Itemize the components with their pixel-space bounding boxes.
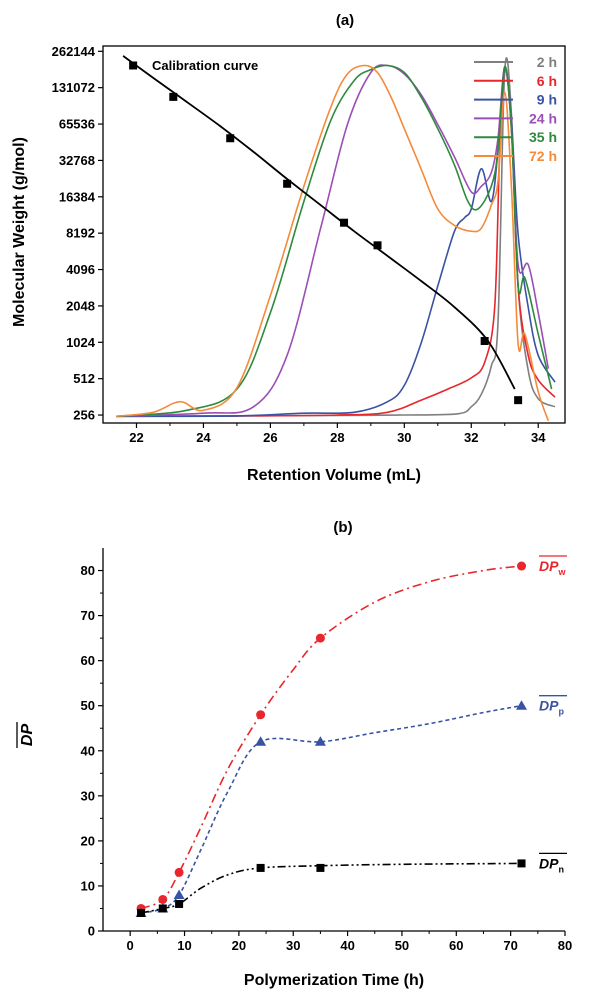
- panel-b-x-tick-label: 20: [232, 938, 246, 953]
- legend-label-9h: 9 h: [537, 92, 557, 108]
- calibration-point: [169, 92, 178, 101]
- panel-b-y-tick-label: 10: [81, 878, 95, 893]
- calibration-point: [283, 179, 292, 188]
- panel-b-y-tick-label: 50: [81, 698, 95, 713]
- series-line-6h: [116, 67, 556, 418]
- panel-a-y-axis-title: Molecular Weight (g/mol): [11, 137, 28, 327]
- panel-b-x-tick-label: 60: [449, 938, 463, 953]
- data-point-dp-w: [315, 633, 325, 643]
- panel-b-x-axis-title: Polymerization Time (h): [244, 972, 424, 989]
- series-line-dp-w: [140, 565, 522, 910]
- panel-b-y-tick-label: 30: [81, 788, 95, 803]
- panel-a-y-tick-label: 512: [73, 371, 95, 386]
- calibration-curve-line: [122, 55, 516, 390]
- panel-a-molecular-weight-chart: (a) 22 24 26 28 30 32 34 256 512 1024 2048 4096 8192…: [11, 12, 566, 484]
- panel-b-y-tick-label: 40: [81, 743, 95, 758]
- panel-a-y-tick-label: 1024: [66, 335, 96, 350]
- panel-b-y-axis-title: DP: [16, 722, 36, 748]
- calibration-point: [514, 396, 523, 405]
- panel-b-dp-chart: (b) 0 10 20 30 40 50 60 70 80 0 10 20 30 40 50 60 70 80 D…: [16, 519, 572, 989]
- series-label-subscript: w: [557, 567, 566, 577]
- panel-b-x-tick-label: 0: [127, 938, 134, 953]
- panel-a-y-tick-label: 131072: [52, 80, 95, 95]
- panel-b-x-tick-label: 10: [177, 938, 191, 953]
- panel-a-x-tick-label: 30: [397, 430, 411, 445]
- panel-a-x-tick-label: 26: [263, 430, 277, 445]
- data-point-dp-p: [314, 736, 326, 746]
- panel-b-y-tick-label: 20: [81, 833, 95, 848]
- data-point-dp-w: [174, 867, 184, 877]
- panel-b-label: (b): [333, 519, 352, 536]
- series-label-dp-p: DPp: [539, 698, 564, 717]
- data-point-dp-n: [256, 863, 265, 872]
- series-line-72h: [116, 64, 550, 421]
- panel-a-y-tick-label: 4096: [66, 262, 95, 277]
- panel-b-x-tick-label: 30: [286, 938, 300, 953]
- calibration-point: [129, 61, 138, 70]
- series-line-35h: [116, 64, 553, 418]
- panel-a-x-tick-label: 22: [129, 430, 143, 445]
- panel-a-legend: 2 h 6 h 9 h 24 h 35 h 72 h: [474, 54, 557, 164]
- series-label-main: DP: [539, 698, 559, 714]
- panel-a-x-tick-label: 28: [330, 430, 344, 445]
- series-line-dp-p: [140, 704, 522, 914]
- panel-a-y-tick-label: 16384: [59, 189, 96, 204]
- data-point-dp-p: [255, 736, 267, 746]
- panel-b-x-tick-label: 80: [558, 938, 572, 953]
- panel-b-y-tick-label: 60: [81, 653, 95, 668]
- panel-b-x-tick-label: 40: [340, 938, 354, 953]
- legend-label-24h: 24 h: [529, 110, 557, 126]
- data-point-dp-p: [516, 700, 528, 710]
- series-line-dp-n: [140, 862, 522, 914]
- data-point-dp-p: [173, 889, 185, 899]
- panel-a-x-axis-title: Retention Volume (mL): [247, 467, 421, 484]
- legend-label-35h: 35 h: [529, 129, 557, 145]
- panel-a-y-tick-label: 262144: [52, 44, 96, 59]
- data-point-dp-n: [175, 899, 184, 908]
- panel-b-y-tick-label: 80: [81, 563, 95, 578]
- calibration-point: [226, 134, 235, 143]
- panel-a-y-tick-label: 256: [73, 408, 95, 423]
- series-label-subscript: p: [558, 707, 564, 717]
- data-point-dp-w: [517, 561, 527, 571]
- series-line-2h: [116, 57, 556, 418]
- legend-label-2h: 2 h: [537, 54, 557, 70]
- calibration-point: [373, 241, 382, 250]
- data-point-dp-w: [256, 710, 266, 720]
- calibration-point: [340, 218, 349, 227]
- panel-a-y-tick-label: 2048: [66, 298, 95, 313]
- panel-a-x-tick-label: 34: [531, 430, 546, 445]
- data-point-dp-w: [158, 894, 168, 904]
- panel-b-y-axis-title-text: DP: [19, 724, 36, 747]
- panel-a-label: (a): [336, 12, 354, 29]
- panel-a-y-tick-label: 32768: [59, 153, 95, 168]
- calibration-point: [480, 336, 489, 345]
- panel-b-x-tick-label: 70: [503, 938, 517, 953]
- data-point-dp-n: [316, 863, 325, 872]
- panel-a-x-tick-label: 24: [196, 430, 211, 445]
- panel-a-y-tick-label: 65536: [59, 117, 95, 132]
- legend-label-6h: 6 h: [537, 73, 557, 89]
- series-label-subscript: n: [558, 864, 564, 874]
- data-point-dp-n: [137, 908, 146, 917]
- series-label-main: DP: [539, 558, 559, 574]
- panel-a-y-tick-label: 8192: [66, 226, 95, 241]
- data-point-dp-n: [517, 859, 526, 868]
- panel-a-plot-frame: [102, 45, 566, 424]
- series-label-dp-w: DPw: [539, 558, 566, 577]
- series-line-9h: [116, 67, 556, 418]
- series-label-dp-n: DPn: [539, 855, 564, 874]
- legend-label-72h: 72 h: [529, 148, 557, 164]
- series-label-main: DP: [539, 855, 559, 871]
- panel-b-x-tick-label: 50: [395, 938, 409, 953]
- panel-b-y-tick-label: 0: [88, 924, 95, 939]
- panel-b-y-tick-label: 70: [81, 608, 95, 623]
- panel-a-x-tick-label: 32: [464, 430, 478, 445]
- calibration-annotation: Calibration curve: [152, 58, 258, 73]
- data-point-dp-n: [158, 904, 167, 913]
